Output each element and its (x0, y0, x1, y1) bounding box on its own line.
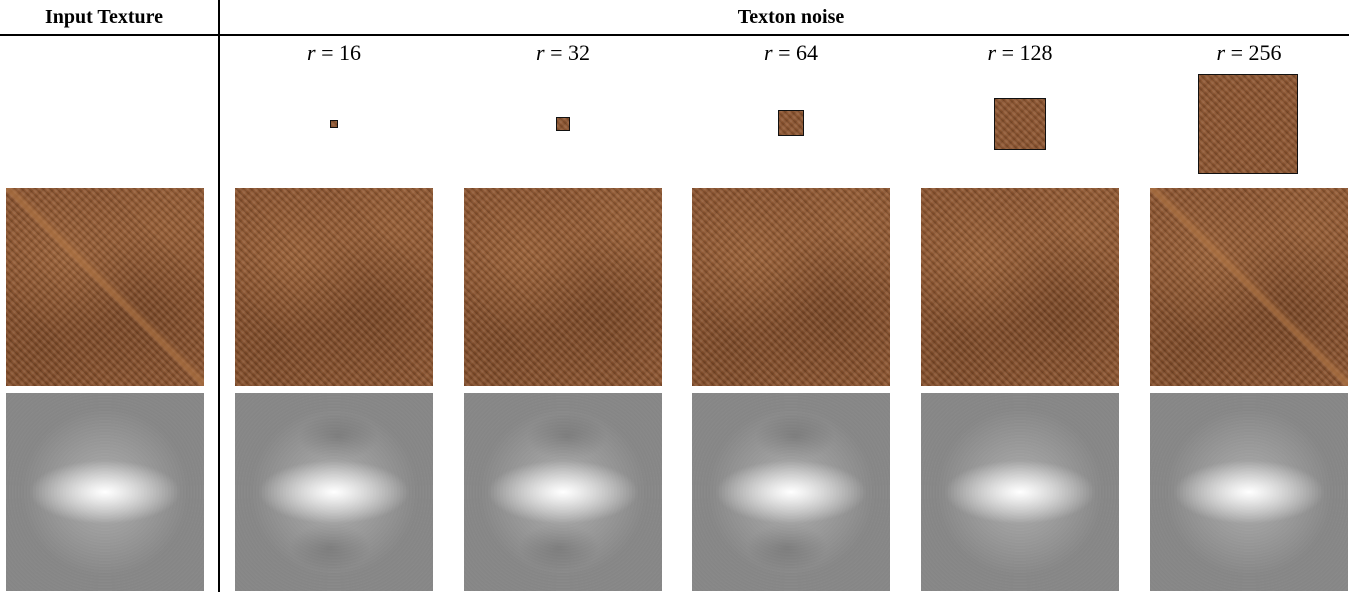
spectrum-r128 (921, 393, 1119, 591)
spectrum-r256 (1150, 393, 1348, 591)
texton-kernel-r128 (994, 98, 1046, 150)
synthesized-texture-r32 (464, 188, 662, 386)
texton-noise-header: Texton noise (737, 6, 845, 28)
synthesized-texture-r256 (1150, 188, 1348, 386)
column-divider (218, 0, 220, 592)
spectrum-r64 (692, 393, 890, 591)
r-label-256: r = 256 (1216, 40, 1282, 65)
synthesized-texture-r128 (921, 188, 1119, 386)
r-label-64: r = 64 (764, 40, 818, 65)
texton-kernel-r256 (1198, 74, 1298, 174)
texton-kernel-r16 (330, 120, 338, 128)
input-texture-header: Input Texture (44, 6, 163, 28)
input-spectrum-image (6, 393, 204, 591)
header-rule-left (0, 34, 219, 36)
header-rule-right (219, 34, 1349, 36)
spectrum-r16 (235, 393, 433, 591)
r-label-128: r = 128 (987, 40, 1053, 65)
spectrum-r32 (464, 393, 662, 591)
r-label-16: r = 16 (307, 40, 361, 65)
input-texture-image (6, 188, 204, 386)
synthesized-texture-r16 (235, 188, 433, 386)
texton-kernel-r64 (778, 110, 804, 136)
synthesized-texture-r64 (692, 188, 890, 386)
texton-kernel-r32 (556, 117, 570, 131)
r-label-32: r = 32 (536, 40, 590, 65)
